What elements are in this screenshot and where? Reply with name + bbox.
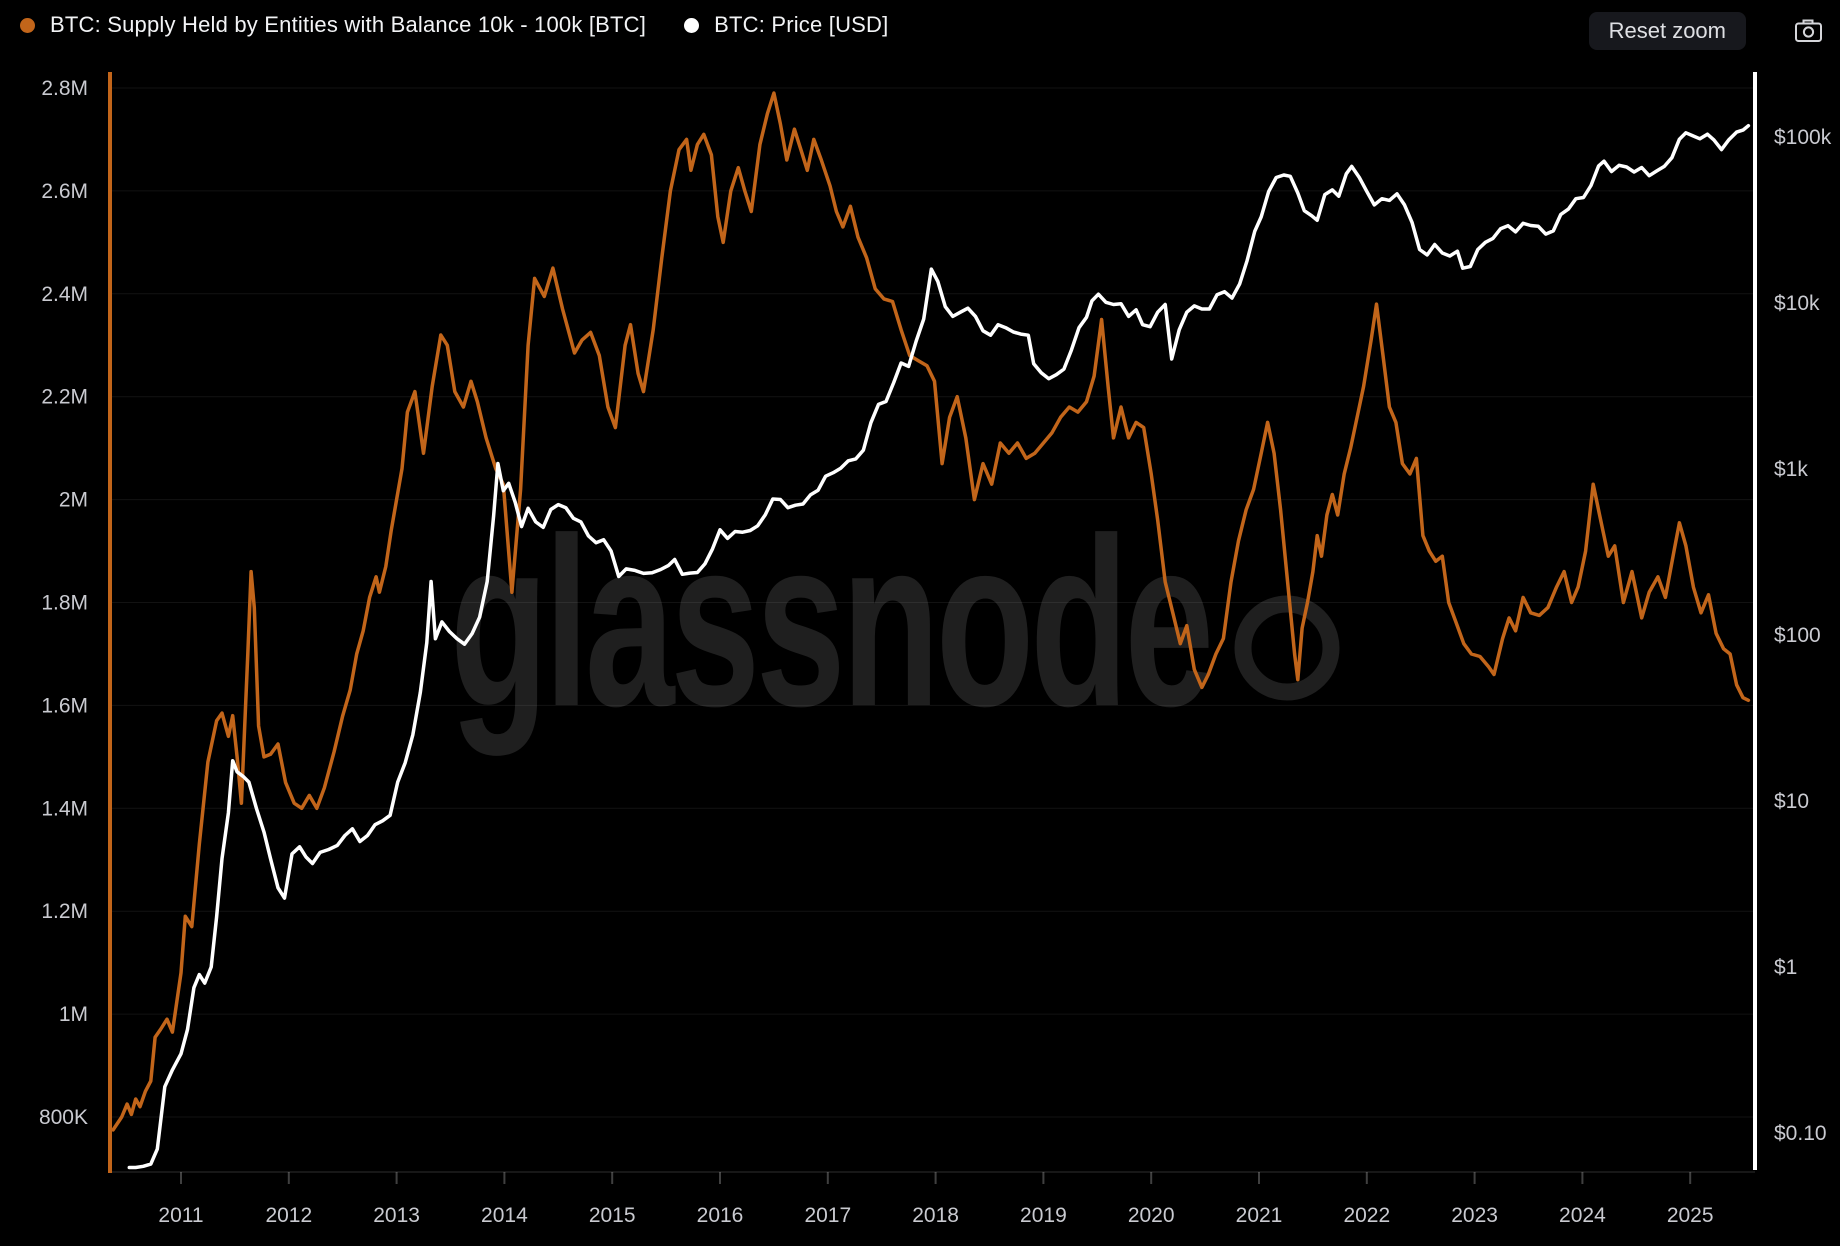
legend-item-supply[interactable]: BTC: Supply Held by Entities with Balanc… bbox=[20, 12, 646, 38]
camera-icon bbox=[1795, 19, 1822, 42]
left-y-axis-tick-label: 2M bbox=[59, 489, 88, 512]
left-y-axis-tick-label: 1.6M bbox=[41, 694, 88, 717]
x-axis-year-label: 2011 bbox=[158, 1204, 203, 1227]
left-y-axis-tick-label: 1.8M bbox=[41, 592, 88, 615]
x-axis-year-label: 2024 bbox=[1559, 1204, 1606, 1227]
legend-item-price[interactable]: BTC: Price [USD] bbox=[684, 12, 888, 38]
left-y-axis-tick-label: 800K bbox=[39, 1106, 88, 1129]
left-y-axis-tick-label: 1M bbox=[59, 1003, 88, 1026]
x-axis-year-label: 2018 bbox=[912, 1204, 959, 1227]
price-series-dot-icon bbox=[684, 17, 700, 33]
right-y-axis-tick-label: $1k bbox=[1774, 458, 1808, 481]
x-axis-year-label: 2020 bbox=[1128, 1204, 1175, 1227]
supply-series-label: BTC: Supply Held by Entities with Balanc… bbox=[50, 12, 647, 37]
price-series-label: BTC: Price [USD] bbox=[714, 12, 889, 37]
right-y-axis-tick-label: $100 bbox=[1774, 624, 1821, 647]
right-y-axis-tick-label: $10k bbox=[1774, 292, 1820, 315]
left-y-axis-tick-label: 1.2M bbox=[41, 900, 88, 923]
right-y-axis-tick-label: $100k bbox=[1774, 126, 1832, 149]
left-y-axis-tick-label: 2.6M bbox=[41, 180, 88, 203]
left-y-axis-tick-label: 2.4M bbox=[41, 283, 88, 306]
x-axis-year-label: 2015 bbox=[589, 1204, 636, 1227]
right-y-axis-tick-label: $10 bbox=[1774, 790, 1809, 813]
supply-line-series bbox=[111, 91, 1751, 1132]
glassnode-watermark-ring bbox=[1234, 595, 1340, 701]
x-axis-year-label: 2013 bbox=[373, 1204, 420, 1227]
left-y-axis-tick-label: 1.4M bbox=[41, 797, 88, 820]
x-axis-year-label: 2017 bbox=[804, 1204, 851, 1227]
x-axis-year-label: 2016 bbox=[697, 1204, 744, 1227]
camera-button[interactable] bbox=[1794, 17, 1824, 45]
chart-header: BTC: Supply Held by Entities with Balanc… bbox=[0, 0, 1840, 56]
price-line-series bbox=[127, 123, 1751, 1170]
x-axis-year-label: 2025 bbox=[1667, 1204, 1714, 1227]
legend: BTC: Supply Held by Entities with Balanc… bbox=[20, 12, 888, 38]
left-y-axis-tick-label: 2.8M bbox=[41, 77, 88, 100]
reset-zoom-button[interactable]: Reset zoom bbox=[1588, 12, 1746, 50]
x-axis-year-label: 2012 bbox=[265, 1204, 312, 1227]
glassnode-watermark: glassnode bbox=[450, 488, 1210, 756]
x-axis-year-label: 2023 bbox=[1451, 1204, 1498, 1227]
right-y-axis-tick-label: $1 bbox=[1774, 956, 1797, 979]
x-axis-year-label: 2019 bbox=[1020, 1204, 1067, 1227]
x-axis-year-label: 2022 bbox=[1343, 1204, 1390, 1227]
x-axis-year-label: 2014 bbox=[481, 1204, 528, 1227]
supply-series-dot-icon bbox=[20, 17, 35, 33]
left-y-axis-tick-label: 2.2M bbox=[41, 386, 88, 409]
x-axis-year-label: 2021 bbox=[1236, 1204, 1283, 1227]
right-y-axis-tick-label: $0.10 bbox=[1774, 1122, 1827, 1145]
